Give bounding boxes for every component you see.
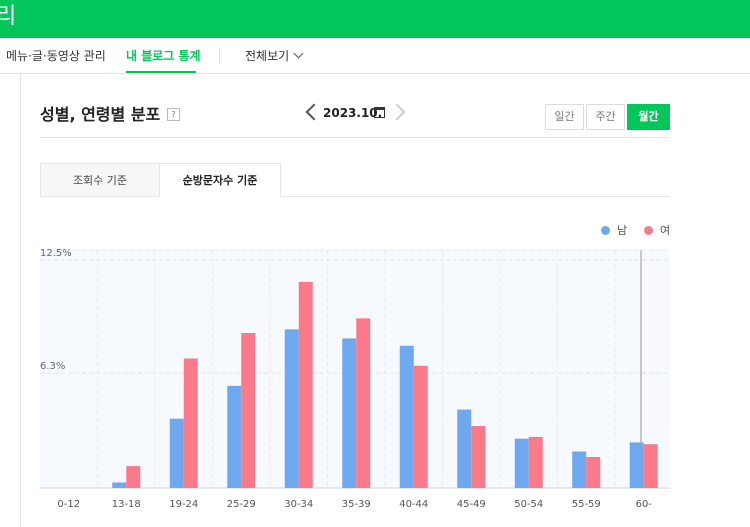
bar-male xyxy=(284,329,299,488)
bar-male xyxy=(399,345,414,488)
top-bar: 리 xyxy=(0,0,750,38)
y-tick-label: 12.5% xyxy=(40,248,72,259)
active-tab-underline xyxy=(126,71,196,73)
tab-views[interactable]: 조회수 기준 xyxy=(40,163,160,197)
bar-male xyxy=(514,438,529,488)
nav-menu-post-video[interactable]: 메뉴·글·동영상 관리 xyxy=(6,49,106,63)
nav-blog-stats[interactable]: 내 블로그 통계 xyxy=(126,49,201,63)
x-tick-label: 60- xyxy=(636,499,653,510)
nav-view-all-label: 전체보기 xyxy=(245,49,290,63)
x-tick-label: 25-29 xyxy=(227,499,256,510)
bar-female xyxy=(643,444,658,488)
chevron-down-icon xyxy=(293,48,304,59)
x-tick-label: 40-44 xyxy=(399,499,428,510)
tab-baseline xyxy=(281,196,670,197)
bar-female xyxy=(183,358,198,488)
gender-age-bar-chart: 12.5% 6.3% 0-12 13-18 19-24 25-29 30-34 35-39 40… xyxy=(40,248,670,510)
y-tick-label: 6.3% xyxy=(40,361,65,372)
bar-male xyxy=(227,385,242,488)
bar-female xyxy=(528,436,543,488)
period-daily-button[interactable]: 일간 xyxy=(545,104,584,130)
bar-male xyxy=(629,442,644,488)
header-divider xyxy=(40,137,670,138)
x-tick-label: 45-49 xyxy=(457,499,486,510)
bar-female xyxy=(471,425,486,488)
sub-navigation: 메뉴·글·동영상 관리 내 블로그 통계 전체보기 xyxy=(0,38,750,74)
nav-divider xyxy=(219,49,220,63)
x-tick-label: 13-18 xyxy=(112,499,141,510)
legend-male: 남 xyxy=(601,222,627,238)
x-tick-label: 19-24 xyxy=(169,499,198,510)
x-tick-label: 55-59 xyxy=(572,499,601,510)
bar-male xyxy=(342,338,357,488)
legend-male-swatch xyxy=(601,226,610,235)
calendar-icon[interactable] xyxy=(374,107,385,118)
bar-male xyxy=(169,418,184,488)
x-tick-label: 35-39 xyxy=(342,499,371,510)
bar-female xyxy=(413,365,428,488)
chevron-right-icon[interactable] xyxy=(388,103,406,121)
legend-female-swatch xyxy=(644,226,653,235)
help-icon[interactable]: ? xyxy=(167,108,180,121)
nav-view-all[interactable]: 전체보기 xyxy=(245,47,304,64)
x-tick-label: 30-34 xyxy=(284,499,313,510)
tab-unique-visitors[interactable]: 순방문자수 기준 xyxy=(159,163,281,197)
bar-male xyxy=(572,451,587,488)
left-panel-border xyxy=(0,74,21,527)
x-tick-label: 50-54 xyxy=(514,499,543,510)
bar-female xyxy=(126,466,141,488)
bar-female xyxy=(241,332,256,488)
legend-male-label: 남 xyxy=(617,224,628,237)
page-title: 성별, 연령별 분포 xyxy=(40,105,161,124)
bar-female xyxy=(356,318,371,488)
app-title: 리 xyxy=(0,4,17,29)
bar-female xyxy=(298,281,313,488)
period-monthly-button[interactable]: 월간 xyxy=(627,104,670,130)
legend-female-label: 여 xyxy=(660,224,671,237)
date-label: 2023.10. xyxy=(323,106,383,120)
bar-male xyxy=(457,409,472,488)
legend-female: 여 xyxy=(644,222,670,238)
x-tick-label: 0-12 xyxy=(57,499,80,510)
bar-male xyxy=(112,482,127,488)
bar-female xyxy=(586,456,601,488)
period-weekly-button[interactable]: 주간 xyxy=(586,104,625,130)
chevron-left-icon[interactable] xyxy=(305,103,323,121)
